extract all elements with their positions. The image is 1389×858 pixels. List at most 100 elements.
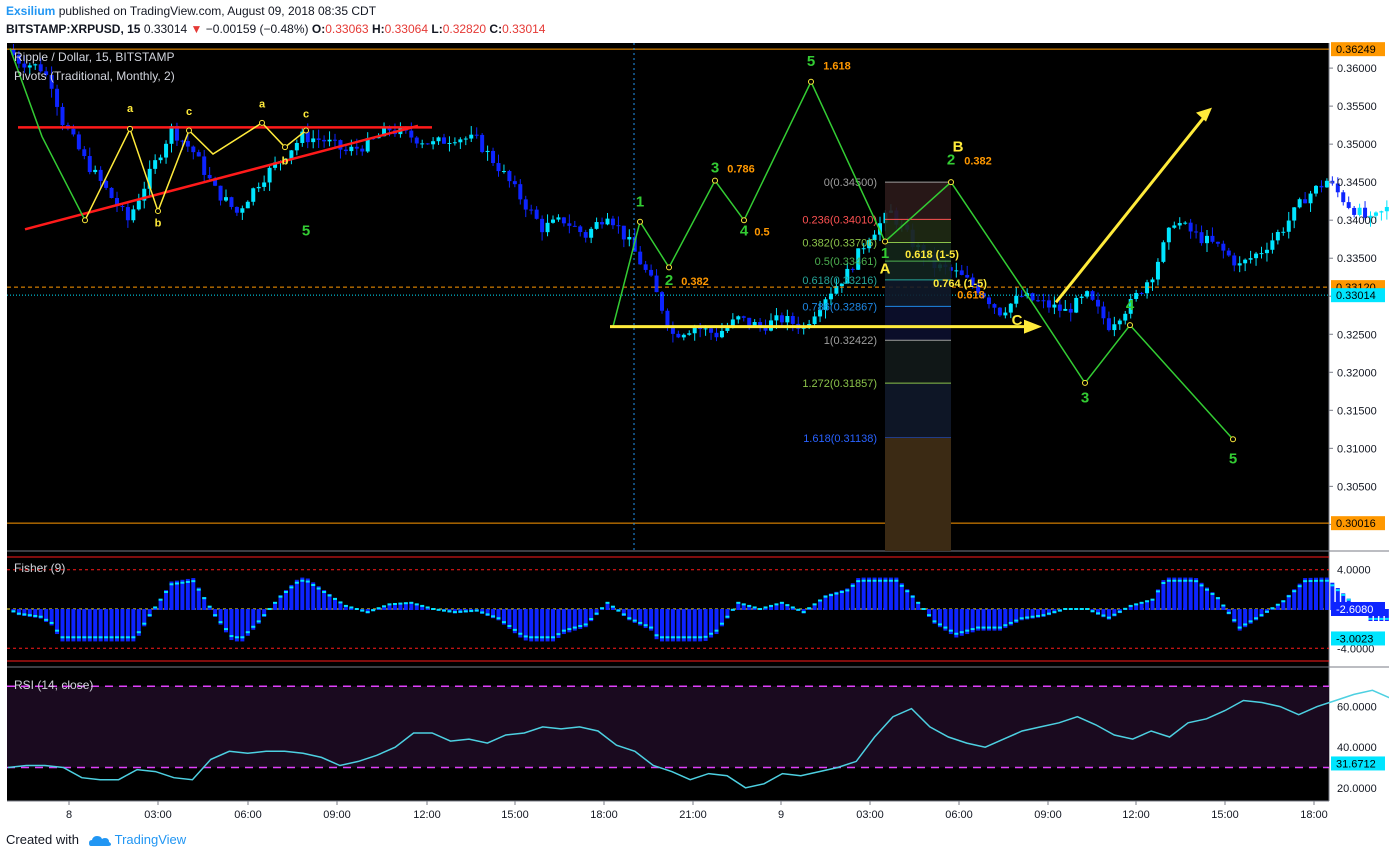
fisher-trigger-mark: [948, 629, 953, 632]
fisher-trigger-mark: [1199, 584, 1204, 587]
author-link[interactable]: Exsilium: [6, 4, 56, 18]
chart-canvas[interactable]: 0.36000 0.35500 0.35000 0.34500 0.34000 0.335…: [0, 42, 1389, 830]
fisher-bar: [338, 601, 343, 610]
fisher-bar: [987, 609, 991, 631]
candle-body: [115, 197, 119, 207]
fisher-bar: [1292, 589, 1297, 610]
fisher-trigger-mark: [992, 626, 997, 629]
wave-annotation: 0.618: [957, 290, 985, 302]
candle-body: [1319, 185, 1324, 188]
fisher-trigger-mark: [76, 636, 81, 639]
fisher-bar: [545, 609, 550, 642]
price-tick-label: 0.31000: [1337, 443, 1377, 455]
candle-body: [218, 185, 223, 201]
fisher-bar: [752, 607, 757, 610]
fisher-trigger-mark: [698, 636, 703, 639]
tradingview-link[interactable]: TradingView: [114, 832, 187, 847]
fisher-bar: [1259, 609, 1264, 617]
candle-body: [27, 65, 32, 68]
candle-body: [82, 149, 87, 157]
candle-body: [1052, 304, 1057, 308]
fisher-trigger-mark: [1205, 588, 1209, 591]
fisher-bar: [583, 609, 588, 628]
fisher-trigger-mark: [322, 590, 327, 593]
fisher-bar: [561, 609, 566, 635]
fisher-bar: [322, 590, 327, 610]
fisher-trigger-mark: [1237, 626, 1242, 629]
candle-body: [1352, 207, 1357, 215]
candle-body: [343, 149, 348, 152]
fisher-trigger-mark: [1341, 593, 1346, 596]
fisher-trigger-mark: [142, 622, 147, 625]
fisher-trigger-mark: [1243, 623, 1248, 626]
candle-body: [959, 270, 964, 275]
fisher-trigger-mark: [594, 612, 599, 615]
fisher-bar: [501, 609, 506, 625]
fisher-bar: [218, 609, 223, 625]
wave-pivot-dot: [259, 119, 265, 126]
wave-pivot-dot: [741, 217, 747, 224]
fisher-trigger-mark: [845, 589, 850, 592]
fisher-bar: [1096, 609, 1100, 615]
fisher-bar: [71, 609, 76, 642]
fisher-trigger-mark: [1270, 607, 1275, 610]
fisher-bar: [316, 586, 321, 610]
fisher-bar: [981, 609, 986, 631]
fib-zone-band: [885, 261, 951, 280]
fisher-trigger-mark: [1036, 614, 1041, 617]
candle-body: [807, 324, 812, 326]
wave-pivot-dot: [303, 127, 309, 134]
candle-body: [104, 180, 109, 188]
fisher-trigger-mark: [349, 606, 354, 609]
fisher-bar: [845, 588, 850, 610]
fisher-bar: [1134, 603, 1139, 610]
fisher-trigger-mark: [556, 633, 561, 636]
fisher-trigger-mark: [1150, 598, 1155, 601]
fisher-trigger-mark: [752, 606, 757, 609]
fisher-trigger-mark: [185, 580, 190, 583]
wave-annotation: A: [880, 260, 891, 277]
candle-body: [158, 157, 163, 161]
wave-pivot-dot: [712, 177, 718, 184]
fisher-bar: [349, 607, 354, 610]
fisher-trigger-mark: [136, 631, 141, 634]
candle-body: [1275, 232, 1280, 241]
fisher-trigger-mark: [1057, 609, 1062, 612]
candle-body: [202, 156, 207, 175]
fisher-bar: [621, 609, 626, 617]
candle-body: [60, 106, 65, 126]
price-tick-label: 0.32500: [1337, 329, 1377, 341]
wave-annotation: 1.618: [823, 61, 851, 73]
candle-body: [529, 209, 534, 211]
fisher-trigger-mark: [174, 582, 179, 585]
candle-body: [567, 223, 572, 226]
symbol-label: BITSTAMP:XRPUSD, 15: [6, 22, 141, 36]
fisher-tick-label: -4.0000: [1337, 643, 1374, 655]
fisher-trigger-mark: [109, 636, 114, 639]
fisher-trigger-mark: [22, 613, 27, 616]
candle-body: [976, 285, 981, 293]
low-value: 0.32820: [442, 22, 487, 36]
fisher-bar: [82, 609, 87, 642]
rsi-tick-label: 60.0000: [1337, 702, 1377, 714]
fisher-trigger-mark: [382, 605, 387, 608]
fisher-trigger-mark: [1330, 584, 1335, 587]
fisher-trigger-mark: [485, 613, 490, 616]
fisher-trigger-mark: [387, 603, 392, 606]
candle-body: [687, 333, 692, 335]
candle-body: [719, 330, 724, 338]
fisher-trigger-mark: [104, 636, 109, 639]
candle-body: [583, 232, 588, 238]
fisher-bar: [278, 595, 283, 610]
candle-body: [1150, 279, 1155, 283]
fisher-trigger-mark: [589, 618, 594, 621]
candle-body: [861, 248, 866, 250]
fib-level-label: 1(0.32422): [824, 335, 877, 347]
fisher-trigger-mark: [807, 607, 812, 610]
fisher-trigger-mark: [311, 584, 316, 587]
candle-body: [556, 217, 561, 220]
fisher-trigger-mark: [774, 603, 779, 606]
candle-body: [420, 143, 425, 145]
fisher-bar: [698, 609, 703, 642]
candle-body: [1155, 261, 1160, 280]
